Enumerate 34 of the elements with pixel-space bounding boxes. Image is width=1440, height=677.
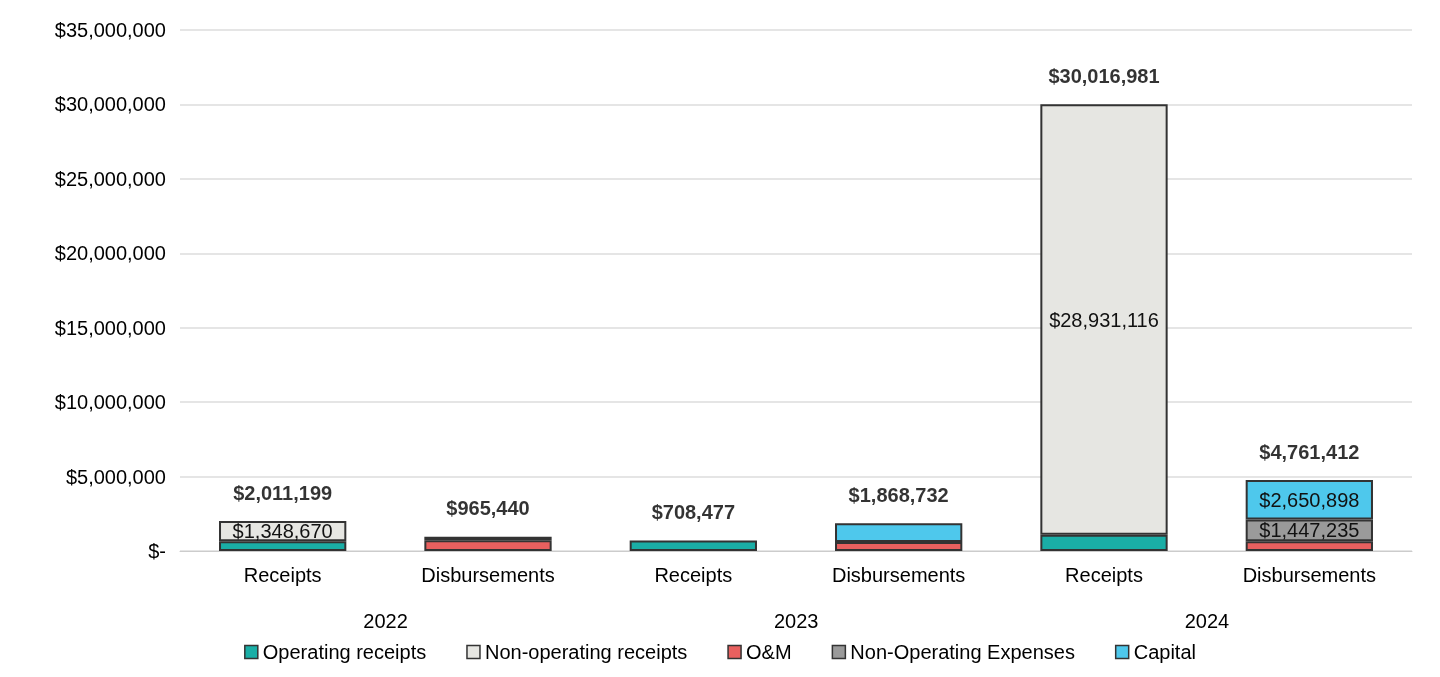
y-tick-label: $25,000,000 <box>54 167 166 190</box>
y-tick-label: $30,000,000 <box>54 93 166 116</box>
legend-label: Non-Operating Expenses <box>850 641 1075 663</box>
data-label: $2,650,898 <box>1259 488 1360 511</box>
text: 2023 <box>774 610 819 632</box>
total-label: $4,761,412 <box>1259 440 1360 463</box>
y-tick-label: $15,000,000 <box>54 316 166 339</box>
total-label: $30,016,981 <box>1048 64 1160 87</box>
data-label: $1,447,235 <box>1259 519 1360 542</box>
x-tick-label: Disbursements <box>1242 564 1377 586</box>
x-tick-label: Disbursements <box>421 564 555 586</box>
legend-label: Non-operating receipts <box>484 641 688 663</box>
x-tick-label: Disbursements <box>831 564 966 586</box>
x-tick-label: Receipts <box>243 564 322 586</box>
total-label: $965,440 <box>446 497 530 520</box>
text: 2022 <box>363 610 408 632</box>
y-tick-label: $5,000,000 <box>65 465 166 488</box>
y-tick-label: $20,000,000 <box>54 242 166 265</box>
bar <box>629 540 757 551</box>
y-tick-label: $10,000,000 <box>54 391 166 414</box>
total-label: $708,477 <box>651 500 736 523</box>
legend-label: Operating receipts <box>262 641 427 663</box>
y-tick-label: $- <box>148 540 166 562</box>
y-tick-label: $35,000,000 <box>54 19 166 41</box>
total-label: $2,011,199 <box>233 481 333 504</box>
text: 2024 <box>1184 610 1230 632</box>
bar <box>424 540 552 551</box>
data-label: $28,931,116 <box>1049 308 1159 331</box>
total-label: $1,868,732 <box>848 483 949 506</box>
legend-label: Capital <box>1133 641 1196 663</box>
x-tick-label: Receipts <box>654 564 733 586</box>
x-tick-label: Receipts <box>1065 564 1143 586</box>
legend-label: O&M <box>746 641 792 663</box>
data-label: $1,348,670 <box>232 520 333 543</box>
